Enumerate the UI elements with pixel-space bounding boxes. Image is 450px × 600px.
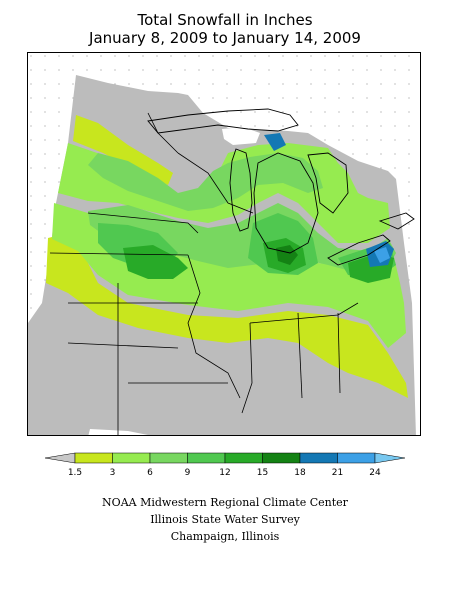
legend-arrow-low (44, 452, 76, 464)
legend-tick-label: 3 (110, 468, 116, 478)
region-21in-east (374, 247, 390, 263)
legend-tick-label: 21 (332, 468, 343, 478)
credit-location: Champaign, Illinois (170, 530, 280, 543)
color-legend: 1.5 3 6 9 12 15 18 21 24 (0, 450, 450, 490)
snowfall-map (27, 52, 421, 436)
legend-swatch (337, 452, 376, 464)
map-date-range: January 8, 2009 to January 14, 2009 (89, 29, 361, 47)
credit-org: NOAA Midwestern Regional Climate Center (102, 496, 348, 509)
legend-swatch (74, 452, 113, 464)
legend-tick-label: 1.5 (68, 468, 82, 478)
legend-tick-label: 6 (147, 468, 153, 478)
legend-tick-label: 18 (294, 468, 306, 478)
lake-outlines (147, 108, 415, 266)
legend-tick-label: 15 (257, 468, 268, 478)
legend-swatch (224, 452, 263, 464)
legend-swatch (112, 452, 151, 464)
region-6in-upper (88, 153, 323, 211)
legend-tick-label: 9 (185, 468, 191, 478)
map-svg (28, 53, 420, 435)
credit-survey: Illinois State Water Survey (150, 513, 300, 526)
region-15in (276, 245, 298, 265)
legend-arrow-high (374, 452, 406, 464)
map-title: Total Snowfall in Inches (137, 11, 313, 29)
region-18in-up (264, 133, 286, 151)
legend-tick-label: 24 (369, 468, 381, 478)
region-12in-ia (123, 245, 188, 279)
legend-tick-label: 12 (219, 468, 230, 478)
region-1-5in-north (73, 115, 173, 185)
region-no-data-lake (222, 127, 260, 145)
legend-swatch (187, 452, 226, 464)
legend-svg: 1.5 3 6 9 12 15 18 21 24 (44, 452, 406, 478)
state-boundaries (49, 112, 359, 435)
legend-swatch (262, 452, 301, 464)
legend-swatch (299, 452, 338, 464)
legend-swatch (149, 452, 188, 464)
